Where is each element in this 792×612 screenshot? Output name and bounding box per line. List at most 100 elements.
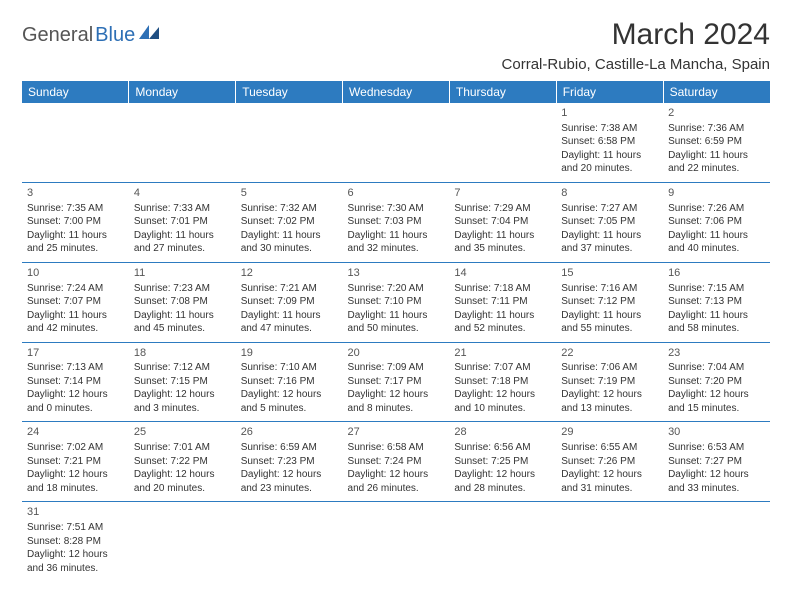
day-number: 16 [668,266,765,281]
sunset-text: Sunset: 7:26 PM [561,455,658,469]
calendar-cell: 10Sunrise: 7:24 AMSunset: 7:07 PMDayligh… [22,262,129,342]
sunset-text: Sunset: 7:12 PM [561,295,658,309]
sunrise-text: Sunrise: 7:24 AM [27,282,124,296]
calendar-week-row: 1Sunrise: 7:38 AMSunset: 6:58 PMDaylight… [22,103,770,182]
daylight-text: Daylight: 12 hours and 20 minutes. [134,468,231,495]
sunset-text: Sunset: 7:22 PM [134,455,231,469]
calendar-cell: 26Sunrise: 6:59 AMSunset: 7:23 PMDayligh… [236,422,343,502]
sunset-text: Sunset: 7:20 PM [668,375,765,389]
calendar-cell: 13Sunrise: 7:20 AMSunset: 7:10 PMDayligh… [343,262,450,342]
page-title: March 2024 [502,18,770,52]
calendar-week-row: 3Sunrise: 7:35 AMSunset: 7:00 PMDaylight… [22,182,770,262]
daylight-text: Daylight: 11 hours and 22 minutes. [668,149,765,176]
day-number: 23 [668,346,765,361]
day-number: 4 [134,186,231,201]
calendar-cell: 15Sunrise: 7:16 AMSunset: 7:12 PMDayligh… [556,262,663,342]
day-number: 29 [561,425,658,440]
calendar-cell: 27Sunrise: 6:58 AMSunset: 7:24 PMDayligh… [343,422,450,502]
sunset-text: Sunset: 7:04 PM [454,215,551,229]
calendar-cell: 4Sunrise: 7:33 AMSunset: 7:01 PMDaylight… [129,182,236,262]
sunrise-text: Sunrise: 7:18 AM [454,282,551,296]
sunset-text: Sunset: 7:10 PM [348,295,445,309]
sunrise-text: Sunrise: 6:58 AM [348,441,445,455]
sunrise-text: Sunrise: 7:16 AM [561,282,658,296]
day-number: 31 [27,505,124,520]
sunset-text: Sunset: 8:28 PM [27,535,124,549]
sunset-text: Sunset: 7:06 PM [668,215,765,229]
day-number: 8 [561,186,658,201]
sunrise-text: Sunrise: 7:20 AM [348,282,445,296]
calendar-cell: 18Sunrise: 7:12 AMSunset: 7:15 PMDayligh… [129,342,236,422]
sunrise-text: Sunrise: 7:27 AM [561,202,658,216]
daylight-text: Daylight: 11 hours and 55 minutes. [561,309,658,336]
sunset-text: Sunset: 7:02 PM [241,215,338,229]
logo: GeneralBlue [22,18,161,47]
sunset-text: Sunset: 7:09 PM [241,295,338,309]
calendar-cell: 6Sunrise: 7:30 AMSunset: 7:03 PMDaylight… [343,182,450,262]
calendar-cell [129,103,236,182]
daylight-text: Daylight: 12 hours and 15 minutes. [668,388,765,415]
calendar-cell [343,502,450,581]
sunrise-text: Sunrise: 7:15 AM [668,282,765,296]
calendar-cell: 19Sunrise: 7:10 AMSunset: 7:16 PMDayligh… [236,342,343,422]
sunset-text: Sunset: 7:18 PM [454,375,551,389]
day-number: 5 [241,186,338,201]
sunset-text: Sunset: 7:23 PM [241,455,338,469]
day-header: Sunday [22,81,129,103]
sunset-text: Sunset: 7:14 PM [27,375,124,389]
calendar-cell [556,502,663,581]
calendar-cell: 3Sunrise: 7:35 AMSunset: 7:00 PMDaylight… [22,182,129,262]
calendar-cell: 23Sunrise: 7:04 AMSunset: 7:20 PMDayligh… [663,342,770,422]
day-number: 27 [348,425,445,440]
day-number: 10 [27,266,124,281]
daylight-text: Daylight: 11 hours and 27 minutes. [134,229,231,256]
sunrise-text: Sunrise: 7:09 AM [348,361,445,375]
day-header: Friday [556,81,663,103]
sunset-text: Sunset: 7:19 PM [561,375,658,389]
daylight-text: Daylight: 12 hours and 31 minutes. [561,468,658,495]
daylight-text: Daylight: 11 hours and 25 minutes. [27,229,124,256]
day-number: 24 [27,425,124,440]
calendar-week-row: 10Sunrise: 7:24 AMSunset: 7:07 PMDayligh… [22,262,770,342]
daylight-text: Daylight: 12 hours and 8 minutes. [348,388,445,415]
daylight-text: Daylight: 12 hours and 36 minutes. [27,548,124,575]
sunset-text: Sunset: 7:17 PM [348,375,445,389]
day-number: 6 [348,186,445,201]
sunrise-text: Sunrise: 6:55 AM [561,441,658,455]
calendar-cell: 2Sunrise: 7:36 AMSunset: 6:59 PMDaylight… [663,103,770,182]
sunset-text: Sunset: 7:11 PM [454,295,551,309]
sunrise-text: Sunrise: 7:33 AM [134,202,231,216]
sunrise-text: Sunrise: 7:32 AM [241,202,338,216]
calendar-cell: 8Sunrise: 7:27 AMSunset: 7:05 PMDaylight… [556,182,663,262]
day-number: 26 [241,425,338,440]
sunrise-text: Sunrise: 6:53 AM [668,441,765,455]
daylight-text: Daylight: 12 hours and 13 minutes. [561,388,658,415]
daylight-text: Daylight: 11 hours and 45 minutes. [134,309,231,336]
day-number: 7 [454,186,551,201]
daylight-text: Daylight: 12 hours and 28 minutes. [454,468,551,495]
day-number: 19 [241,346,338,361]
sunrise-text: Sunrise: 7:51 AM [27,521,124,535]
calendar-cell: 9Sunrise: 7:26 AMSunset: 7:06 PMDaylight… [663,182,770,262]
daylight-text: Daylight: 11 hours and 47 minutes. [241,309,338,336]
logo-text-blue: Blue [95,24,135,47]
day-number: 14 [454,266,551,281]
daylight-text: Daylight: 12 hours and 3 minutes. [134,388,231,415]
daylight-text: Daylight: 12 hours and 26 minutes. [348,468,445,495]
calendar-cell: 5Sunrise: 7:32 AMSunset: 7:02 PMDaylight… [236,182,343,262]
daylight-text: Daylight: 11 hours and 32 minutes. [348,229,445,256]
sunrise-text: Sunrise: 7:29 AM [454,202,551,216]
flag-icon [139,25,161,46]
calendar-cell [236,502,343,581]
daylight-text: Daylight: 12 hours and 18 minutes. [27,468,124,495]
calendar-cell: 28Sunrise: 6:56 AMSunset: 7:25 PMDayligh… [449,422,556,502]
logo-text-general: General [22,24,93,47]
calendar-cell [22,103,129,182]
daylight-text: Daylight: 11 hours and 35 minutes. [454,229,551,256]
day-number: 20 [348,346,445,361]
sunset-text: Sunset: 7:27 PM [668,455,765,469]
sunrise-text: Sunrise: 7:06 AM [561,361,658,375]
day-number: 17 [27,346,124,361]
day-number: 22 [561,346,658,361]
day-number: 1 [561,106,658,121]
